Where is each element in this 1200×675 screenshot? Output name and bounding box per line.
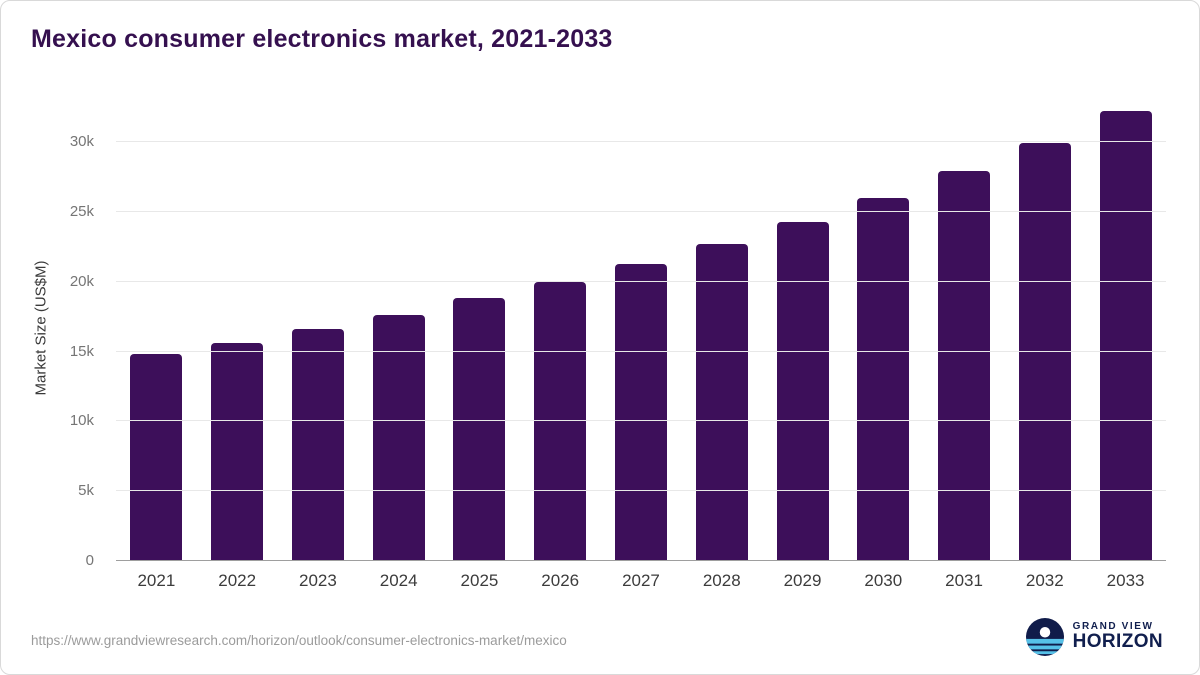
y-tick-label: 5k: [78, 482, 94, 500]
bar-cell: [439, 96, 520, 561]
bar-2031: [938, 171, 991, 561]
x-axis-labels: 2021 2022 2023 2024 2025 2026 2027 2028 2029 2030…: [116, 571, 1166, 591]
bars: [116, 96, 1166, 561]
bar-cell: [520, 96, 601, 561]
bar-2029: [776, 221, 829, 561]
gridline: [116, 280, 1166, 282]
x-axis-label-2027: 2027: [622, 571, 660, 590]
y-tick-label: 30k: [69, 133, 94, 151]
x-axis-label-2031: 2031: [945, 571, 983, 590]
y-axis-title: Market Size (US$M): [32, 260, 50, 396]
brand-text: GRAND VIEW HORIZON: [1072, 620, 1163, 653]
plot-area: [116, 96, 1166, 561]
x-axis-label-2025: 2025: [460, 571, 499, 590]
x-axis-label-2026: 2026: [541, 571, 580, 590]
x-axis-label-2022: 2022: [218, 571, 257, 590]
bar-cell: [358, 96, 439, 561]
bar-cell: [1004, 96, 1085, 561]
bar-2021: [130, 354, 183, 561]
gridline: [116, 350, 1166, 352]
source-url: https://www.grandviewresearch.com/horizo…: [31, 633, 567, 648]
bar-2030: [857, 197, 910, 561]
gridline: [116, 141, 1166, 143]
chart-title: Mexico consumer electronics market, 2021…: [31, 25, 613, 53]
y-axis-ticks: 0 5k 10k 15k 20k 25k 30k: [51, 96, 106, 569]
bar-cell: [116, 96, 197, 561]
y-tick-label: 20k: [69, 272, 94, 290]
x-axis-label-2028: 2028: [702, 571, 741, 590]
bar-2033: [1099, 111, 1152, 561]
gridline: [116, 490, 1166, 492]
bar-2028: [695, 244, 748, 561]
horizon-logo-icon: [1025, 618, 1064, 656]
bar-cell: [843, 96, 924, 561]
bar-2024: [372, 315, 425, 561]
y-tick-label: 15k: [69, 342, 94, 360]
x-axis-label-2029: 2029: [783, 571, 822, 590]
gridline: [116, 210, 1166, 212]
bar-cell: [197, 96, 278, 561]
x-axis-line: [116, 560, 1166, 561]
bar-cell: [924, 96, 1005, 561]
x-axis-label-2033: 2033: [1106, 571, 1145, 590]
x-axis-label-2030: 2030: [864, 571, 903, 590]
bar-2025: [453, 298, 506, 561]
bar-cell: [601, 96, 682, 561]
x-axis-label-2024: 2024: [379, 571, 418, 590]
bar-cell: [681, 96, 762, 561]
y-tick-label: 10k: [69, 412, 94, 430]
x-axis-label-2021: 2021: [137, 571, 176, 590]
bar-2023: [291, 329, 344, 561]
bar-2027: [614, 263, 667, 561]
x-axis-label-2023: 2023: [299, 571, 337, 590]
bar-cell: [762, 96, 843, 561]
y-tick-label: 0: [85, 552, 94, 569]
brand-logo: GRAND VIEW HORIZON: [1025, 618, 1163, 656]
bar-2022: [211, 343, 264, 561]
x-axis-label-2032: 2032: [1025, 571, 1064, 590]
gridline: [116, 420, 1166, 422]
y-tick-label: 25k: [69, 202, 94, 220]
brand-name-top: GRAND VIEW: [1072, 620, 1154, 632]
bar-cell: [1085, 96, 1166, 561]
brand-name-bottom: HORIZON: [1072, 631, 1163, 653]
bar-cell: [278, 96, 359, 561]
bar-2032: [1018, 143, 1071, 561]
